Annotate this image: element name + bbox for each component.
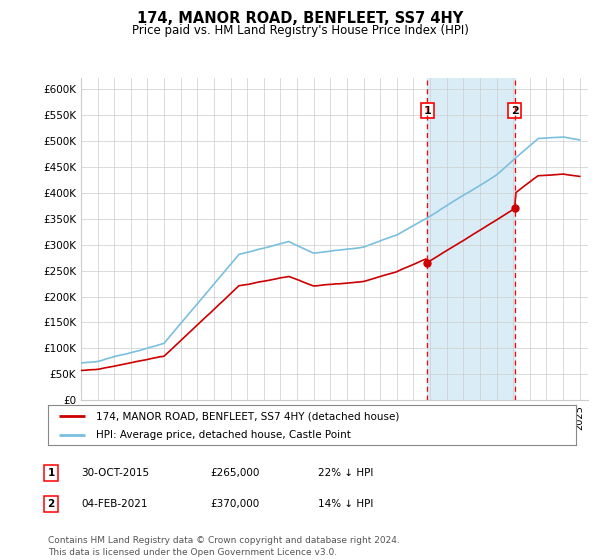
Text: 174, MANOR ROAD, BENFLEET, SS7 4HY: 174, MANOR ROAD, BENFLEET, SS7 4HY bbox=[137, 11, 463, 26]
Text: 2: 2 bbox=[47, 499, 55, 509]
Text: 1: 1 bbox=[47, 468, 55, 478]
Text: Contains HM Land Registry data © Crown copyright and database right 2024.
This d: Contains HM Land Registry data © Crown c… bbox=[48, 536, 400, 557]
Text: £370,000: £370,000 bbox=[210, 499, 259, 509]
Text: 2: 2 bbox=[511, 106, 518, 115]
Text: 22% ↓ HPI: 22% ↓ HPI bbox=[318, 468, 373, 478]
Text: £265,000: £265,000 bbox=[210, 468, 259, 478]
Text: Price paid vs. HM Land Registry's House Price Index (HPI): Price paid vs. HM Land Registry's House … bbox=[131, 24, 469, 36]
Text: HPI: Average price, detached house, Castle Point: HPI: Average price, detached house, Cast… bbox=[95, 430, 350, 440]
Text: 04-FEB-2021: 04-FEB-2021 bbox=[81, 499, 148, 509]
Text: 14% ↓ HPI: 14% ↓ HPI bbox=[318, 499, 373, 509]
Text: 1: 1 bbox=[424, 106, 431, 115]
Text: 174, MANOR ROAD, BENFLEET, SS7 4HY (detached house): 174, MANOR ROAD, BENFLEET, SS7 4HY (deta… bbox=[95, 411, 399, 421]
Text: 30-OCT-2015: 30-OCT-2015 bbox=[81, 468, 149, 478]
Bar bbox=[427, 78, 515, 400]
